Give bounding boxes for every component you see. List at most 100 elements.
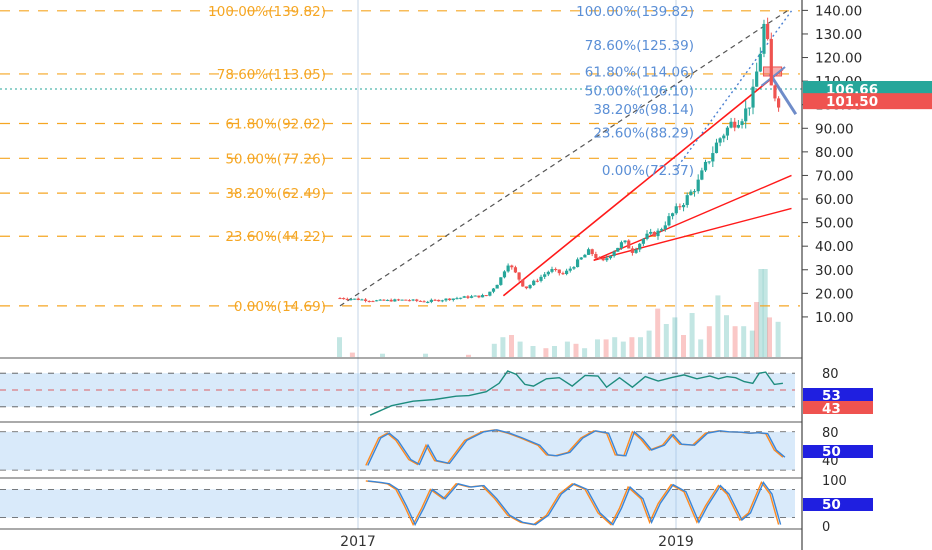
candle-body bbox=[583, 254, 587, 258]
rsi-badge bbox=[803, 388, 873, 401]
candle-body bbox=[671, 213, 675, 217]
volume-bar bbox=[337, 337, 342, 357]
candle-body bbox=[777, 98, 781, 108]
volume-bar bbox=[646, 330, 652, 357]
volume-bar bbox=[698, 339, 704, 357]
candle-body bbox=[729, 121, 733, 128]
volume-bar bbox=[741, 326, 747, 357]
candle-body bbox=[393, 299, 397, 302]
candle-body bbox=[660, 229, 664, 231]
candle-body bbox=[451, 298, 455, 301]
volume-bar bbox=[603, 339, 609, 357]
candle-body bbox=[455, 298, 459, 300]
candle-body bbox=[557, 269, 561, 274]
candle-body bbox=[736, 124, 740, 128]
volume-bar bbox=[715, 295, 721, 357]
fib-level-label: 100.00%(139.82) bbox=[208, 4, 326, 20]
candle-body bbox=[663, 225, 667, 230]
candle-body bbox=[389, 299, 393, 302]
candle-body bbox=[678, 206, 682, 208]
fib-level-label: 38.20%(62.49) bbox=[225, 186, 326, 202]
candle-body bbox=[714, 142, 719, 154]
volume-bar bbox=[655, 308, 661, 357]
volume-bar bbox=[681, 335, 686, 357]
candle-body bbox=[477, 295, 481, 298]
candle-body bbox=[488, 291, 492, 296]
candle-body bbox=[590, 249, 594, 255]
candle-body bbox=[517, 272, 521, 280]
price-tick-label: 140.00 bbox=[815, 3, 862, 19]
axes[interactable]: 150.00140.00130.00120.00110.00100.0090.0… bbox=[340, 0, 932, 550]
fib-ext-label: 23.60%(88.29) bbox=[593, 125, 694, 141]
volume-bar bbox=[754, 302, 760, 357]
candle-body bbox=[400, 299, 404, 301]
fib-ext-label: 0.00%(72.37) bbox=[602, 163, 694, 179]
volume-bar bbox=[749, 330, 755, 357]
candle-body bbox=[769, 39, 773, 86]
candle-body bbox=[612, 251, 616, 256]
time-tick-label: 2017 bbox=[340, 534, 376, 550]
candle-body bbox=[685, 195, 689, 205]
candle-body bbox=[766, 23, 770, 40]
rsi-badge bbox=[803, 401, 873, 414]
candle-body bbox=[345, 298, 349, 300]
forecast-arrow-head bbox=[760, 66, 786, 87]
candle-body bbox=[360, 299, 364, 301]
candle-body bbox=[608, 255, 613, 259]
price-tick-label: 30.00 bbox=[815, 263, 854, 279]
candle-body bbox=[415, 299, 419, 301]
candle-body bbox=[349, 299, 353, 301]
candle-body bbox=[751, 86, 755, 108]
candle-body bbox=[342, 298, 346, 300]
rsi-badge-label: 53 bbox=[822, 388, 841, 404]
candle-body bbox=[407, 300, 412, 302]
candle-body bbox=[543, 274, 547, 277]
candle-body bbox=[448, 298, 452, 301]
candle-body bbox=[382, 299, 386, 301]
candle-body bbox=[378, 299, 382, 301]
candle-body bbox=[502, 271, 507, 278]
candle-body bbox=[532, 280, 536, 286]
fibonacci-lines bbox=[0, 10, 802, 307]
volume-bar bbox=[573, 343, 579, 357]
candle-body bbox=[645, 233, 649, 239]
candle-body bbox=[638, 243, 642, 250]
volume-bar bbox=[732, 326, 738, 357]
stoch2-signal-line bbox=[365, 480, 780, 527]
candle-body bbox=[711, 153, 715, 162]
candle-body bbox=[740, 121, 744, 125]
candle-body bbox=[561, 273, 565, 275]
candle-body bbox=[641, 238, 645, 244]
volume-bar bbox=[491, 343, 497, 357]
candle-body bbox=[773, 85, 777, 99]
candle-body bbox=[681, 204, 686, 208]
candle-body bbox=[385, 299, 390, 301]
volume-bar bbox=[767, 317, 772, 357]
candle-body bbox=[554, 269, 558, 271]
candle-body bbox=[649, 231, 653, 234]
candle-body bbox=[597, 258, 602, 260]
volume-bar bbox=[543, 348, 549, 357]
rsi-line bbox=[369, 370, 783, 416]
volume-bar bbox=[629, 337, 635, 357]
price-badge-label: 101.50 bbox=[826, 94, 878, 110]
candle-body bbox=[466, 296, 470, 298]
candle-body bbox=[586, 249, 591, 255]
fib-ext-label: 100.00%(139.82) bbox=[576, 4, 694, 20]
fib-ext-label: 78.60%(125.39) bbox=[585, 38, 694, 54]
candle-body bbox=[616, 247, 620, 252]
stoch2-tick-label: 0 bbox=[822, 520, 830, 535]
candle-body bbox=[437, 299, 441, 302]
stoch2-band bbox=[0, 489, 795, 518]
labels: 100.00%(139.82) 78.60%(113.05) 61.80%(92.0… bbox=[208, 4, 694, 315]
candle-body bbox=[575, 259, 580, 268]
candle-body bbox=[462, 296, 466, 298]
price-tick-label: 50.00 bbox=[815, 216, 854, 232]
candle-body bbox=[499, 277, 503, 285]
trend-line-main bbox=[502, 68, 784, 297]
stoch2-tick-label: 100 bbox=[822, 474, 847, 489]
candle-body bbox=[356, 298, 360, 300]
candle-body bbox=[674, 206, 678, 214]
candle-body bbox=[550, 269, 554, 272]
